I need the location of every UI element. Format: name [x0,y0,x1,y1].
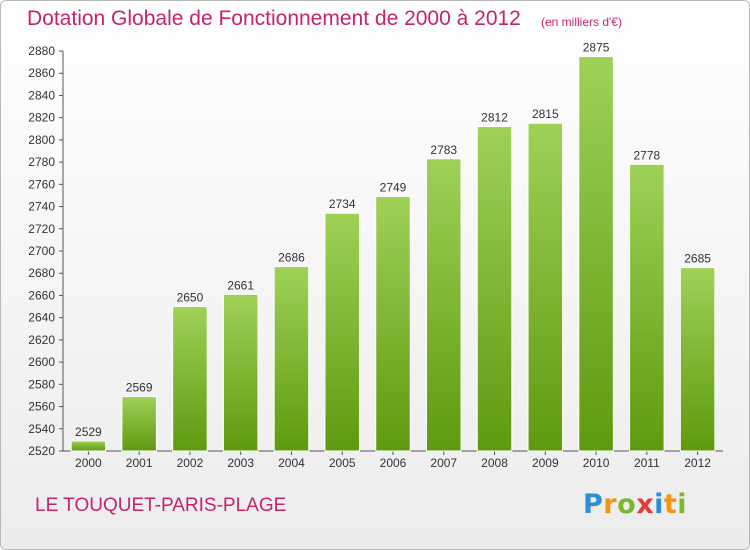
bar-value-label: 2661 [227,278,254,292]
bar-2007 [426,158,462,452]
y-tick-label: 2580 [28,377,55,391]
bar-2011 [629,163,665,452]
chart-title: Dotation Globale de Fonctionnement de 20… [27,7,521,30]
logo-letter: t [663,489,678,520]
y-tick-label: 2680 [28,266,55,280]
bar-2004 [273,266,310,452]
bar-value-label: 2778 [633,148,660,162]
bar-2005 [324,212,360,452]
y-tick-label: 2820 [28,111,55,125]
bar-2002 [172,306,208,452]
x-tick-label: 2007 [430,456,457,470]
logo-letter: i [654,489,664,520]
bar-2006 [375,196,411,452]
y-tick-label: 2620 [28,333,55,347]
bar-value-label: 2529 [75,425,102,439]
y-tick-label: 2760 [28,177,55,191]
bar-value-label: 2815 [532,107,559,121]
bar-2008 [476,126,513,452]
y-tick-label: 2640 [28,311,55,325]
bar-2003 [222,293,259,452]
x-tick-label: 2005 [329,456,356,470]
y-tick-label: 2540 [28,422,55,436]
bar-2000 [70,440,107,452]
bar-value-label: 2569 [126,381,153,395]
x-tick-label: 2008 [481,456,508,470]
y-tick-label: 2860 [28,66,55,80]
chart-subtitle: (en milliers d'€) [541,15,622,29]
logo-letter: r [603,489,618,520]
bar-value-label: 2783 [430,143,457,157]
bar-value-label: 2650 [177,291,204,305]
x-tick-label: 2010 [583,456,610,470]
y-tick-label: 2700 [28,244,55,258]
logo-letter: P [583,489,604,520]
x-tick-label: 2003 [227,456,254,470]
logo-letter: i [677,489,688,520]
x-tick-label: 2001 [126,456,153,470]
bar-value-label: 2749 [380,181,407,195]
bar-2009 [527,122,564,452]
x-tick-label: 2012 [684,456,711,470]
bar-value-label: 2812 [481,111,508,125]
y-tick-label: 2600 [28,355,55,369]
bar-value-label: 2875 [583,41,610,55]
y-tick-label: 2840 [28,88,55,102]
chart-bars: 2529 2569 2650 2661 2686 2734 2749 2783 2812 2815… [70,41,716,452]
x-tick-label: 2000 [75,456,102,470]
bar-value-label: 2686 [278,251,305,265]
y-tick-label: 2780 [28,155,55,169]
y-tick-label: 2660 [28,288,55,302]
bar-2001 [121,396,157,452]
logo-letter: x [636,489,655,520]
bar-value-label: 2734 [329,197,356,211]
x-tick-label: 2006 [380,456,407,470]
x-tick-label: 2011 [634,456,660,470]
y-tick-label: 2740 [28,200,55,214]
x-tick-label: 2002 [177,456,204,470]
bar-2012 [679,267,716,452]
proxiti-logo: Proxiti [583,489,687,520]
bar-value-label: 2685 [684,252,711,266]
y-tick-label: 2800 [28,133,55,147]
x-tick-label: 2009 [532,456,559,470]
x-tick-label: 2004 [278,456,305,470]
commune-name: LE TOUQUET-PARIS-PLAGE [35,495,287,516]
y-tick-label: 2520 [28,444,55,458]
y-tick-label: 2880 [28,44,55,58]
logo-letter: o [617,489,637,520]
y-tick-label: 2720 [28,222,55,236]
bar-2010 [578,56,614,452]
y-tick-label: 2560 [28,400,55,414]
